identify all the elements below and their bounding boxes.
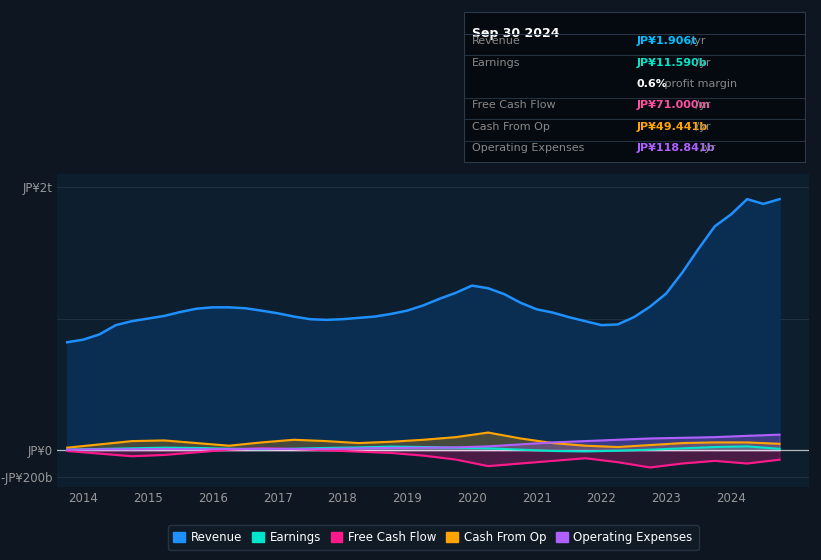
Text: JP¥1.906t: JP¥1.906t bbox=[636, 36, 697, 46]
Text: 0.6%: 0.6% bbox=[636, 79, 667, 89]
Text: JP¥118.841b: JP¥118.841b bbox=[636, 143, 715, 153]
Text: Revenue: Revenue bbox=[472, 36, 521, 46]
Text: JP¥11.590b: JP¥11.590b bbox=[636, 58, 707, 68]
Text: JP¥49.441b: JP¥49.441b bbox=[636, 122, 708, 132]
Text: Earnings: Earnings bbox=[472, 58, 521, 68]
Text: /yr: /yr bbox=[698, 143, 716, 153]
Text: JP¥71.000m: JP¥71.000m bbox=[636, 100, 710, 110]
Text: /yr: /yr bbox=[692, 122, 711, 132]
Legend: Revenue, Earnings, Free Cash Flow, Cash From Op, Operating Expenses: Revenue, Earnings, Free Cash Flow, Cash … bbox=[167, 525, 699, 550]
Text: Free Cash Flow: Free Cash Flow bbox=[472, 100, 556, 110]
Text: Cash From Op: Cash From Op bbox=[472, 122, 550, 132]
Text: profit margin: profit margin bbox=[661, 79, 737, 89]
Text: /yr: /yr bbox=[692, 100, 711, 110]
Text: /yr: /yr bbox=[692, 58, 711, 68]
Text: /yr: /yr bbox=[686, 36, 705, 46]
Text: Operating Expenses: Operating Expenses bbox=[472, 143, 585, 153]
Text: Sep 30 2024: Sep 30 2024 bbox=[472, 27, 560, 40]
